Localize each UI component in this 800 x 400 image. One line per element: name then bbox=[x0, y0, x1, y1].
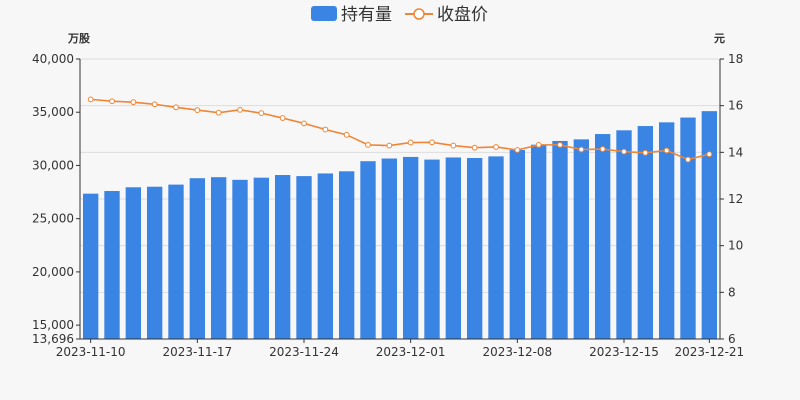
bar[interactable] bbox=[658, 122, 675, 340]
close-price-point[interactable] bbox=[599, 146, 606, 152]
close-price-point[interactable] bbox=[514, 147, 521, 153]
close-price-point[interactable] bbox=[557, 141, 563, 148]
x-axis-ticks: 2023-11-10 2023-11-17 2023-11-24 2023-12-01… bbox=[56, 339, 744, 359]
left-tick-label: 35,000 bbox=[32, 105, 74, 119]
close-price-point[interactable] bbox=[685, 156, 691, 163]
close-price-point[interactable] bbox=[173, 104, 179, 111]
legend-line-marker[interactable] bbox=[413, 8, 425, 20]
left-axis-unit: 万股 bbox=[67, 32, 91, 45]
bar[interactable] bbox=[402, 156, 419, 339]
bar[interactable] bbox=[424, 159, 440, 339]
close-price-point[interactable] bbox=[642, 149, 649, 156]
bar[interactable] bbox=[466, 157, 483, 339]
right-tick-label: 16 bbox=[728, 99, 743, 113]
close-price-point[interactable] bbox=[621, 148, 627, 155]
bar-series bbox=[82, 111, 718, 340]
bar[interactable] bbox=[594, 134, 611, 339]
bar[interactable] bbox=[509, 150, 526, 339]
close-price-point[interactable] bbox=[450, 142, 457, 149]
right-tick-label: 14 bbox=[728, 145, 743, 159]
bar[interactable] bbox=[573, 139, 590, 339]
x-tick-label: 2023-11-24 bbox=[269, 345, 339, 359]
left-tick-label: 20,000 bbox=[32, 265, 74, 279]
x-tick-label: 2023-12-01 bbox=[376, 345, 446, 359]
bar[interactable] bbox=[168, 184, 184, 339]
close-price-point[interactable] bbox=[429, 139, 435, 146]
close-price-point[interactable] bbox=[663, 147, 670, 154]
close-price-point[interactable] bbox=[194, 107, 201, 113]
close-price-point[interactable] bbox=[258, 110, 265, 117]
close-price-point[interactable] bbox=[365, 141, 371, 148]
bar[interactable] bbox=[82, 193, 99, 339]
close-price-point[interactable] bbox=[301, 120, 307, 127]
bar[interactable] bbox=[253, 177, 270, 339]
left-tick-label: 13,696 bbox=[32, 332, 74, 346]
bar[interactable] bbox=[189, 178, 206, 339]
bar[interactable] bbox=[210, 177, 227, 339]
line-series bbox=[87, 96, 713, 163]
x-tick-label: 2023-12-21 bbox=[674, 345, 744, 359]
right-tick-label: 18 bbox=[728, 52, 743, 66]
close-price-point[interactable] bbox=[87, 96, 94, 103]
close-price-point[interactable] bbox=[493, 144, 499, 150]
bar[interactable] bbox=[296, 176, 312, 339]
bar[interactable] bbox=[232, 179, 248, 339]
close-price-point[interactable] bbox=[706, 151, 713, 158]
bar[interactable] bbox=[146, 186, 163, 339]
bar[interactable] bbox=[125, 187, 142, 339]
close-price-point[interactable] bbox=[130, 99, 137, 106]
left-tick-label: 15,000 bbox=[32, 318, 74, 332]
x-tick-label: 2023-12-08 bbox=[482, 345, 552, 359]
bar[interactable] bbox=[317, 173, 334, 339]
bar[interactable] bbox=[338, 171, 355, 339]
close-price-point[interactable] bbox=[279, 115, 286, 121]
right-tick-label: 6 bbox=[728, 332, 736, 346]
x-tick-label: 2023-12-15 bbox=[589, 345, 659, 359]
left-tick-label: 30,000 bbox=[32, 158, 74, 172]
close-price-point[interactable] bbox=[471, 144, 478, 151]
legend-label-holdings[interactable]: 持有量 bbox=[341, 5, 392, 25]
bar[interactable] bbox=[274, 175, 291, 339]
bar[interactable] bbox=[552, 140, 568, 339]
bar[interactable] bbox=[530, 144, 547, 339]
close-price-point[interactable] bbox=[215, 109, 222, 116]
left-tick-label: 40,000 bbox=[32, 52, 74, 66]
bar[interactable] bbox=[680, 117, 696, 339]
close-price-point[interactable] bbox=[109, 98, 115, 105]
grid-lines bbox=[80, 58, 720, 293]
bar[interactable] bbox=[445, 157, 462, 339]
right-axis-unit: 元 bbox=[714, 32, 725, 45]
close-price-point[interactable] bbox=[386, 142, 393, 149]
bar[interactable] bbox=[701, 111, 718, 340]
bar[interactable] bbox=[637, 126, 654, 339]
left-tick-label: 25,000 bbox=[32, 212, 74, 226]
bar[interactable] bbox=[488, 156, 504, 339]
close-price-point[interactable] bbox=[343, 131, 350, 138]
close-price-point[interactable] bbox=[535, 141, 542, 148]
close-price-line bbox=[90, 98, 710, 161]
bar[interactable] bbox=[104, 190, 120, 339]
legend-bar-swatch[interactable] bbox=[311, 6, 337, 21]
right-tick-label: 12 bbox=[728, 192, 743, 206]
legend-label-close-price[interactable]: 收盘价 bbox=[437, 5, 488, 25]
right-tick-label: 8 bbox=[728, 285, 736, 299]
bar[interactable] bbox=[381, 158, 398, 339]
close-price-point[interactable] bbox=[151, 101, 158, 108]
close-price-point[interactable] bbox=[407, 139, 414, 146]
right-tick-label: 10 bbox=[728, 239, 743, 253]
right-axis-ticks: 6 8 10 12 14 16 18 bbox=[720, 52, 743, 346]
close-price-point[interactable] bbox=[578, 146, 585, 153]
x-tick-label: 2023-11-17 bbox=[162, 345, 232, 359]
bar[interactable] bbox=[360, 161, 376, 339]
bar[interactable] bbox=[616, 130, 632, 339]
legend[interactable]: 持有量 收盘价 bbox=[311, 5, 488, 25]
close-price-point[interactable] bbox=[237, 106, 243, 113]
x-tick-label: 2023-11-10 bbox=[56, 345, 126, 359]
close-price-point[interactable] bbox=[322, 126, 329, 133]
